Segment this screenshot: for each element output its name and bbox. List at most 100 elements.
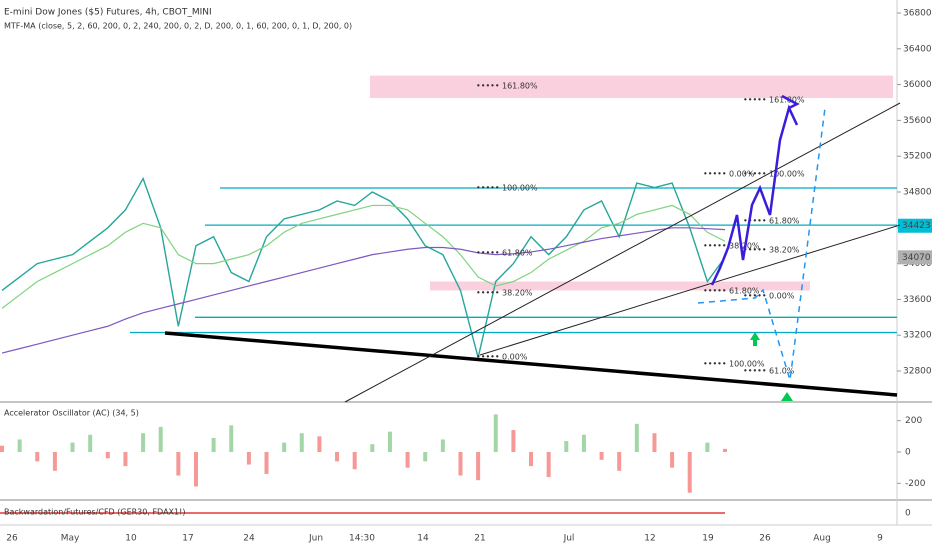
ac-bar [652,433,657,452]
ac-bar [158,426,163,452]
x-tick-label: Jun [308,534,323,544]
y-tick-label: 0 [905,448,911,458]
ac-bar [335,452,340,462]
plot: 3280033200336003400034400348003520035600… [0,9,932,544]
ac-bar [687,452,692,493]
ac-bar [723,448,727,452]
ac-bar [581,434,586,452]
x-tick-label: Aug [813,534,831,544]
fib-dots: ••••• [703,241,727,250]
x-tick-label: 26 [6,534,18,544]
fib-dots: ••••• [743,245,767,254]
ac-bar [282,442,287,452]
ac-bar [529,452,534,467]
projection-dashed [697,107,826,381]
fib-label: 61.80% [502,249,533,258]
ac-bar [458,452,463,476]
ac-bar [370,444,375,452]
ac-bar [229,425,234,452]
ac-bar [105,452,110,459]
trend-line [479,224,901,356]
ac-bar [423,452,428,462]
x-tick-label: May [61,534,80,544]
y-tick-label: 33600 [903,295,932,305]
arrow-up [781,392,793,401]
ac-bar [176,452,181,476]
price-label-box [898,250,932,265]
ac-bar [564,441,569,452]
fib-label: 100.00% [729,360,765,369]
ac-bar [317,436,322,452]
ac-bar [35,452,40,462]
ac-bar [617,452,622,471]
x-tick-label: 12 [644,534,655,544]
y-tick-label: 200 [905,416,922,426]
ac-bar [634,423,639,452]
trend-line [164,331,898,397]
fib-dots: ••••• [703,170,727,179]
ac-bar [17,439,22,452]
fib-dots: ••••• [743,291,767,300]
fib-dots: ••••• [703,286,727,295]
x-tick-label: 24 [243,534,255,544]
price-label: 34423 [902,221,931,231]
fib-label: 0.00% [769,291,795,300]
y-tick-label: 36000 [903,80,932,90]
fib-label: 100.00% [769,170,805,179]
ac-bar [88,434,93,452]
series-line [1,204,726,309]
price-label-box [898,218,932,233]
y-tick-label: 36400 [903,44,932,54]
fib-dots: ••••• [476,352,500,361]
x-tick-label: 14 [417,534,429,544]
y-tick-label: 36800 [903,9,932,19]
ac-bar [493,414,498,452]
ac-bar [670,452,675,468]
fib-label: 0.00% [729,170,755,179]
projection [710,104,799,286]
y-tick-label: -200 [905,479,926,489]
ac-bar [387,431,392,452]
ac-bar [211,437,216,452]
fib-dots: ••••• [743,95,767,104]
fib-dots: ••••• [476,288,500,297]
y-tick-label: 0 [905,509,911,519]
y-tick-label: 33200 [903,331,932,341]
zone [370,75,893,99]
price-label: 34070 [902,253,931,263]
ac-bar [705,442,710,452]
ac-bar [0,445,4,452]
ac-bar [599,452,604,460]
fib-label: 61.0% [769,367,795,376]
y-tick-label: 32800 [903,367,932,377]
chart-title: E-mini Dow Jones ($5) Futures, 4h, CBOT_… [4,8,212,18]
ac-bar [52,452,57,471]
ac-bar [405,452,410,468]
x-tick-label: Jul [563,534,575,544]
fib-label: 61.80% [769,216,800,225]
fib-dots: ••••• [743,367,767,376]
fib-label: 61.80% [729,286,760,295]
zone [430,281,810,291]
y-tick-label: 35600 [903,116,932,126]
series-line [1,176,726,358]
fib-dots: ••••• [476,249,500,258]
ac-bar [476,452,481,481]
arrow-head [781,94,800,110]
fib-label: 0.00% [502,352,528,361]
chart-subtitle: MTF-MA (close, 5, 2, 60, 200, 0, 2, 240,… [4,22,352,31]
fib-dots: ••••• [743,216,767,225]
arrow-up [750,332,760,346]
y-tick-label: 35200 [903,152,932,162]
fib-label: 38.20% [769,245,800,254]
series-line [1,227,726,354]
x-tick-label: 9 [877,534,883,544]
fib-dots: ••••• [476,183,500,192]
x-tick-label: 21 [474,534,485,544]
fib-dots: ••••• [476,82,500,91]
ac-bar [299,433,304,452]
ac-bar [511,430,516,452]
fib-label: 161.80% [502,82,538,91]
x-tick-label: 14:30 [349,534,375,544]
